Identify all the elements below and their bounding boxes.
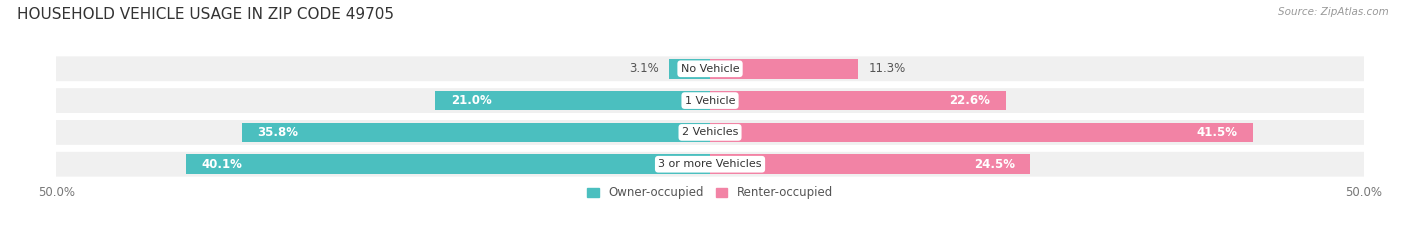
Text: 21.0%: 21.0% xyxy=(451,94,492,107)
Text: 11.3%: 11.3% xyxy=(869,62,905,75)
Bar xyxy=(669,59,710,79)
Bar xyxy=(710,123,1253,142)
FancyBboxPatch shape xyxy=(56,152,1364,177)
FancyBboxPatch shape xyxy=(56,120,1364,145)
Bar xyxy=(710,91,1005,110)
Bar xyxy=(186,154,710,174)
FancyBboxPatch shape xyxy=(56,88,1364,113)
Bar xyxy=(242,123,710,142)
FancyBboxPatch shape xyxy=(56,56,1364,81)
Text: 1 Vehicle: 1 Vehicle xyxy=(685,96,735,106)
Bar xyxy=(436,91,710,110)
Bar xyxy=(710,154,1031,174)
Legend: Owner-occupied, Renter-occupied: Owner-occupied, Renter-occupied xyxy=(586,186,834,199)
Text: 2 Vehicles: 2 Vehicles xyxy=(682,127,738,137)
Bar xyxy=(710,59,858,79)
Text: 3.1%: 3.1% xyxy=(630,62,659,75)
Text: HOUSEHOLD VEHICLE USAGE IN ZIP CODE 49705: HOUSEHOLD VEHICLE USAGE IN ZIP CODE 4970… xyxy=(17,7,394,22)
Text: 40.1%: 40.1% xyxy=(201,158,242,171)
Text: 24.5%: 24.5% xyxy=(974,158,1015,171)
Text: 35.8%: 35.8% xyxy=(257,126,298,139)
Text: 41.5%: 41.5% xyxy=(1197,126,1237,139)
Text: 22.6%: 22.6% xyxy=(949,94,990,107)
Text: No Vehicle: No Vehicle xyxy=(681,64,740,74)
Text: Source: ZipAtlas.com: Source: ZipAtlas.com xyxy=(1278,7,1389,17)
Text: 3 or more Vehicles: 3 or more Vehicles xyxy=(658,159,762,169)
